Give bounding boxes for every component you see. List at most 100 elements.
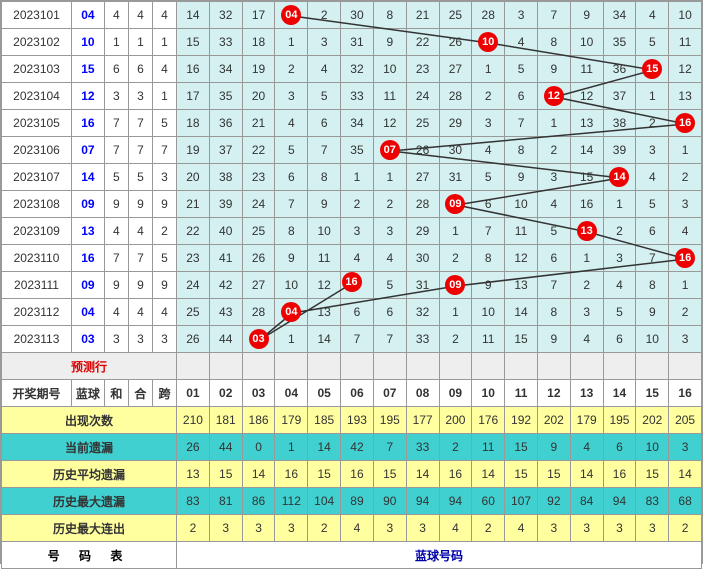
grid-cell: 8 bbox=[275, 218, 308, 245]
stat-value: 15 bbox=[537, 461, 570, 488]
grid-cell: 11 bbox=[505, 218, 538, 245]
kua-cell: 4 bbox=[152, 56, 176, 83]
kua-cell: 3 bbox=[152, 164, 176, 191]
stat-value: 60 bbox=[472, 488, 505, 515]
stat-value: 84 bbox=[570, 488, 603, 515]
winning-ball: 16 bbox=[675, 248, 695, 268]
stat-value: 9 bbox=[537, 434, 570, 461]
grid-cell: 25 bbox=[439, 2, 472, 29]
stat-value: 14 bbox=[669, 461, 702, 488]
stat-value: 185 bbox=[308, 407, 341, 434]
grid-cell: 16 bbox=[570, 191, 603, 218]
stat-label: 当前遗漏 bbox=[2, 434, 177, 461]
lottery-trend-table: 2023101044441432170423082125283793441020… bbox=[0, 0, 703, 564]
predict-cell bbox=[439, 353, 472, 380]
stat-value: 195 bbox=[603, 407, 636, 434]
footer-right: 蓝球号码 bbox=[177, 542, 702, 569]
grid-cell: 9 bbox=[537, 326, 570, 353]
grid-cell: 03 bbox=[242, 326, 275, 353]
kua-cell: 5 bbox=[152, 245, 176, 272]
grid-cell: 8 bbox=[537, 29, 570, 56]
stat-value: 179 bbox=[275, 407, 308, 434]
grid-cell: 1 bbox=[603, 191, 636, 218]
stat-value: 83 bbox=[636, 488, 669, 515]
grid-cell: 8 bbox=[308, 164, 341, 191]
stat-value: 2 bbox=[439, 434, 472, 461]
grid-cell: 07 bbox=[373, 137, 406, 164]
grid-cell: 22 bbox=[177, 218, 210, 245]
stat-value: 83 bbox=[177, 488, 210, 515]
grid-cell: 10 bbox=[472, 299, 505, 326]
grid-cell: 2 bbox=[439, 326, 472, 353]
grid-cell: 31 bbox=[341, 29, 374, 56]
grid-cell: 4 bbox=[636, 164, 669, 191]
stat-value: 7 bbox=[373, 434, 406, 461]
hg-cell: 1 bbox=[128, 29, 152, 56]
grid-cell: 19 bbox=[177, 137, 210, 164]
hg-cell: 6 bbox=[128, 56, 152, 83]
grid-cell: 14 bbox=[603, 164, 636, 191]
header-grid: 13 bbox=[570, 380, 603, 407]
stat-value: 104 bbox=[308, 488, 341, 515]
header-grid: 16 bbox=[669, 380, 702, 407]
grid-cell: 2 bbox=[669, 164, 702, 191]
blue-number: 14 bbox=[72, 164, 105, 191]
grid-cell: 34 bbox=[341, 110, 374, 137]
grid-cell: 22 bbox=[242, 137, 275, 164]
grid-cell: 4 bbox=[570, 326, 603, 353]
header-grid: 09 bbox=[439, 380, 472, 407]
period-cell: 2023112 bbox=[2, 299, 72, 326]
grid-cell: 1 bbox=[570, 245, 603, 272]
grid-cell: 8 bbox=[373, 2, 406, 29]
grid-cell: 10 bbox=[308, 218, 341, 245]
grid-cell: 13 bbox=[505, 272, 538, 299]
grid-cell: 7 bbox=[472, 218, 505, 245]
grid-cell: 13 bbox=[570, 110, 603, 137]
stat-value: 177 bbox=[406, 407, 439, 434]
grid-cell: 19 bbox=[242, 56, 275, 83]
grid-cell: 16 bbox=[669, 110, 702, 137]
stat-value: 4 bbox=[505, 515, 538, 542]
grid-cell: 5 bbox=[537, 218, 570, 245]
stat-value: 14 bbox=[406, 461, 439, 488]
stat-value: 14 bbox=[472, 461, 505, 488]
hg-cell: 5 bbox=[128, 164, 152, 191]
grid-cell: 12 bbox=[537, 83, 570, 110]
grid-cell: 15 bbox=[505, 326, 538, 353]
grid-cell: 15 bbox=[177, 29, 210, 56]
stat-value: 13 bbox=[177, 461, 210, 488]
stat-value: 11 bbox=[472, 434, 505, 461]
grid-cell: 11 bbox=[308, 245, 341, 272]
grid-cell: 3 bbox=[275, 83, 308, 110]
grid-cell: 2 bbox=[341, 191, 374, 218]
grid-cell: 31 bbox=[439, 164, 472, 191]
stat-label: 出现次数 bbox=[2, 407, 177, 434]
grid-cell: 10 bbox=[505, 191, 538, 218]
winning-ball: 15 bbox=[642, 59, 662, 79]
winning-ball: 12 bbox=[544, 86, 564, 106]
stat-value: 6 bbox=[603, 434, 636, 461]
stat-value: 192 bbox=[505, 407, 538, 434]
stat-value: 2 bbox=[177, 515, 210, 542]
grid-cell: 4 bbox=[669, 218, 702, 245]
blue-number: 04 bbox=[72, 2, 105, 29]
grid-cell: 4 bbox=[275, 110, 308, 137]
grid-cell: 5 bbox=[275, 137, 308, 164]
header-he: 和 bbox=[104, 380, 128, 407]
header-period: 开奖期号 bbox=[2, 380, 72, 407]
blue-number: 15 bbox=[72, 56, 105, 83]
grid-cell: 4 bbox=[308, 56, 341, 83]
period-cell: 2023103 bbox=[2, 56, 72, 83]
grid-cell: 42 bbox=[209, 272, 242, 299]
grid-cell: 2 bbox=[603, 218, 636, 245]
grid-cell: 39 bbox=[603, 137, 636, 164]
stat-value: 4 bbox=[341, 515, 374, 542]
grid-cell: 33 bbox=[341, 83, 374, 110]
grid-cell: 24 bbox=[177, 272, 210, 299]
grid-cell: 2 bbox=[275, 56, 308, 83]
grid-cell: 30 bbox=[341, 2, 374, 29]
stat-value: 3 bbox=[209, 515, 242, 542]
stat-value: 15 bbox=[505, 461, 538, 488]
winning-ball: 09 bbox=[445, 275, 465, 295]
grid-cell: 4 bbox=[636, 2, 669, 29]
